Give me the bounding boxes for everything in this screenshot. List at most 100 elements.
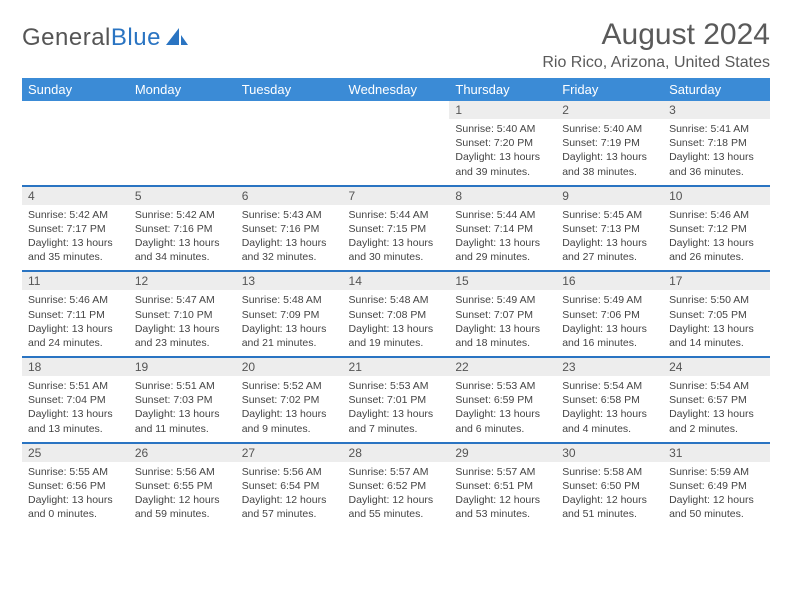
- day-cell: 8Sunrise: 5:44 AMSunset: 7:14 PMDaylight…: [449, 186, 556, 272]
- calendar-row: 11Sunrise: 5:46 AMSunset: 7:11 PMDayligh…: [22, 271, 770, 357]
- weekday-header: Friday: [556, 78, 663, 101]
- day-number: 13: [236, 272, 343, 290]
- day-details: Sunrise: 5:43 AMSunset: 7:16 PMDaylight:…: [236, 205, 343, 271]
- day-details: Sunrise: 5:40 AMSunset: 7:19 PMDaylight:…: [556, 119, 663, 185]
- sunrise-line: Sunrise: 5:41 AM: [669, 122, 764, 136]
- day-number: 2: [556, 101, 663, 119]
- day-details: Sunrise: 5:44 AMSunset: 7:14 PMDaylight:…: [449, 205, 556, 271]
- day-details: Sunrise: 5:55 AMSunset: 6:56 PMDaylight:…: [22, 462, 129, 528]
- sunrise-line: Sunrise: 5:44 AM: [349, 208, 444, 222]
- day-cell: 7Sunrise: 5:44 AMSunset: 7:15 PMDaylight…: [343, 186, 450, 272]
- sunset-line: Sunset: 7:08 PM: [349, 308, 444, 322]
- day-number: 16: [556, 272, 663, 290]
- day-cell: 27Sunrise: 5:56 AMSunset: 6:54 PMDayligh…: [236, 443, 343, 528]
- day-details: Sunrise: 5:49 AMSunset: 7:07 PMDaylight:…: [449, 290, 556, 356]
- day-details: Sunrise: 5:40 AMSunset: 7:20 PMDaylight:…: [449, 119, 556, 185]
- daylight-line: Daylight: 12 hours and 57 minutes.: [242, 493, 337, 521]
- day-cell: 15Sunrise: 5:49 AMSunset: 7:07 PMDayligh…: [449, 271, 556, 357]
- day-details: Sunrise: 5:54 AMSunset: 6:58 PMDaylight:…: [556, 376, 663, 442]
- sunset-line: Sunset: 7:16 PM: [135, 222, 230, 236]
- brand-part1: General: [22, 24, 111, 52]
- day-details: Sunrise: 5:44 AMSunset: 7:15 PMDaylight:…: [343, 205, 450, 271]
- sunset-line: Sunset: 7:02 PM: [242, 393, 337, 407]
- daylight-line: Daylight: 13 hours and 16 minutes.: [562, 322, 657, 350]
- daylight-line: Daylight: 12 hours and 55 minutes.: [349, 493, 444, 521]
- daylight-line: Daylight: 13 hours and 6 minutes.: [455, 407, 550, 435]
- daylight-line: Daylight: 13 hours and 7 minutes.: [349, 407, 444, 435]
- sunset-line: Sunset: 7:04 PM: [28, 393, 123, 407]
- day-details: Sunrise: 5:46 AMSunset: 7:12 PMDaylight:…: [663, 205, 770, 271]
- day-number: 18: [22, 358, 129, 376]
- sunrise-line: Sunrise: 5:53 AM: [349, 379, 444, 393]
- sunrise-line: Sunrise: 5:55 AM: [28, 465, 123, 479]
- day-number: 19: [129, 358, 236, 376]
- empty-cell: [343, 101, 450, 186]
- day-cell: 20Sunrise: 5:52 AMSunset: 7:02 PMDayligh…: [236, 357, 343, 443]
- weekday-header-row: SundayMondayTuesdayWednesdayThursdayFrid…: [22, 78, 770, 101]
- month-title: August 2024: [542, 18, 770, 52]
- day-cell: 28Sunrise: 5:57 AMSunset: 6:52 PMDayligh…: [343, 443, 450, 528]
- day-number: 6: [236, 187, 343, 205]
- sunrise-line: Sunrise: 5:49 AM: [455, 293, 550, 307]
- sunset-line: Sunset: 6:59 PM: [455, 393, 550, 407]
- weekday-header: Sunday: [22, 78, 129, 101]
- sunrise-line: Sunrise: 5:57 AM: [349, 465, 444, 479]
- day-cell: 30Sunrise: 5:58 AMSunset: 6:50 PMDayligh…: [556, 443, 663, 528]
- sunrise-line: Sunrise: 5:58 AM: [562, 465, 657, 479]
- day-cell: 12Sunrise: 5:47 AMSunset: 7:10 PMDayligh…: [129, 271, 236, 357]
- day-cell: 26Sunrise: 5:56 AMSunset: 6:55 PMDayligh…: [129, 443, 236, 528]
- day-details: Sunrise: 5:51 AMSunset: 7:04 PMDaylight:…: [22, 376, 129, 442]
- day-number: 17: [663, 272, 770, 290]
- day-number: 10: [663, 187, 770, 205]
- day-number: 1: [449, 101, 556, 119]
- sunset-line: Sunset: 7:15 PM: [349, 222, 444, 236]
- day-number: 27: [236, 444, 343, 462]
- sunset-line: Sunset: 7:12 PM: [669, 222, 764, 236]
- day-number: 12: [129, 272, 236, 290]
- daylight-line: Daylight: 13 hours and 2 minutes.: [669, 407, 764, 435]
- day-number: 14: [343, 272, 450, 290]
- sunset-line: Sunset: 6:55 PM: [135, 479, 230, 493]
- sunrise-line: Sunrise: 5:43 AM: [242, 208, 337, 222]
- day-number: 5: [129, 187, 236, 205]
- day-number: 15: [449, 272, 556, 290]
- sunset-line: Sunset: 6:58 PM: [562, 393, 657, 407]
- title-block: August 2024 Rio Rico, Arizona, United St…: [542, 18, 770, 72]
- day-details: Sunrise: 5:48 AMSunset: 7:09 PMDaylight:…: [236, 290, 343, 356]
- empty-day-number: [343, 101, 450, 119]
- sunset-line: Sunset: 7:17 PM: [28, 222, 123, 236]
- sunset-line: Sunset: 7:03 PM: [135, 393, 230, 407]
- day-details: Sunrise: 5:53 AMSunset: 6:59 PMDaylight:…: [449, 376, 556, 442]
- daylight-line: Daylight: 13 hours and 29 minutes.: [455, 236, 550, 264]
- sunrise-line: Sunrise: 5:56 AM: [135, 465, 230, 479]
- day-cell: 13Sunrise: 5:48 AMSunset: 7:09 PMDayligh…: [236, 271, 343, 357]
- sunrise-line: Sunrise: 5:48 AM: [349, 293, 444, 307]
- day-details: Sunrise: 5:41 AMSunset: 7:18 PMDaylight:…: [663, 119, 770, 185]
- location-text: Rio Rico, Arizona, United States: [542, 54, 770, 72]
- sunrise-line: Sunrise: 5:47 AM: [135, 293, 230, 307]
- day-number: 30: [556, 444, 663, 462]
- sunrise-line: Sunrise: 5:56 AM: [242, 465, 337, 479]
- sunset-line: Sunset: 7:11 PM: [28, 308, 123, 322]
- day-details: Sunrise: 5:45 AMSunset: 7:13 PMDaylight:…: [556, 205, 663, 271]
- day-cell: 23Sunrise: 5:54 AMSunset: 6:58 PMDayligh…: [556, 357, 663, 443]
- sunrise-line: Sunrise: 5:50 AM: [669, 293, 764, 307]
- day-number: 29: [449, 444, 556, 462]
- calendar-row: 4Sunrise: 5:42 AMSunset: 7:17 PMDaylight…: [22, 186, 770, 272]
- day-cell: 21Sunrise: 5:53 AMSunset: 7:01 PMDayligh…: [343, 357, 450, 443]
- day-details: Sunrise: 5:58 AMSunset: 6:50 PMDaylight:…: [556, 462, 663, 528]
- day-cell: 1Sunrise: 5:40 AMSunset: 7:20 PMDaylight…: [449, 101, 556, 186]
- empty-day-number: [129, 101, 236, 119]
- weekday-header: Thursday: [449, 78, 556, 101]
- logo-sail-icon: [165, 27, 189, 47]
- sunrise-line: Sunrise: 5:57 AM: [455, 465, 550, 479]
- brand-logo: GeneralBlue: [22, 24, 189, 52]
- sunset-line: Sunset: 7:16 PM: [242, 222, 337, 236]
- day-number: 7: [343, 187, 450, 205]
- header: GeneralBlue August 2024 Rio Rico, Arizon…: [22, 18, 770, 72]
- day-cell: 25Sunrise: 5:55 AMSunset: 6:56 PMDayligh…: [22, 443, 129, 528]
- sunset-line: Sunset: 6:57 PM: [669, 393, 764, 407]
- sunset-line: Sunset: 7:10 PM: [135, 308, 230, 322]
- empty-day-number: [22, 101, 129, 119]
- daylight-line: Daylight: 13 hours and 34 minutes.: [135, 236, 230, 264]
